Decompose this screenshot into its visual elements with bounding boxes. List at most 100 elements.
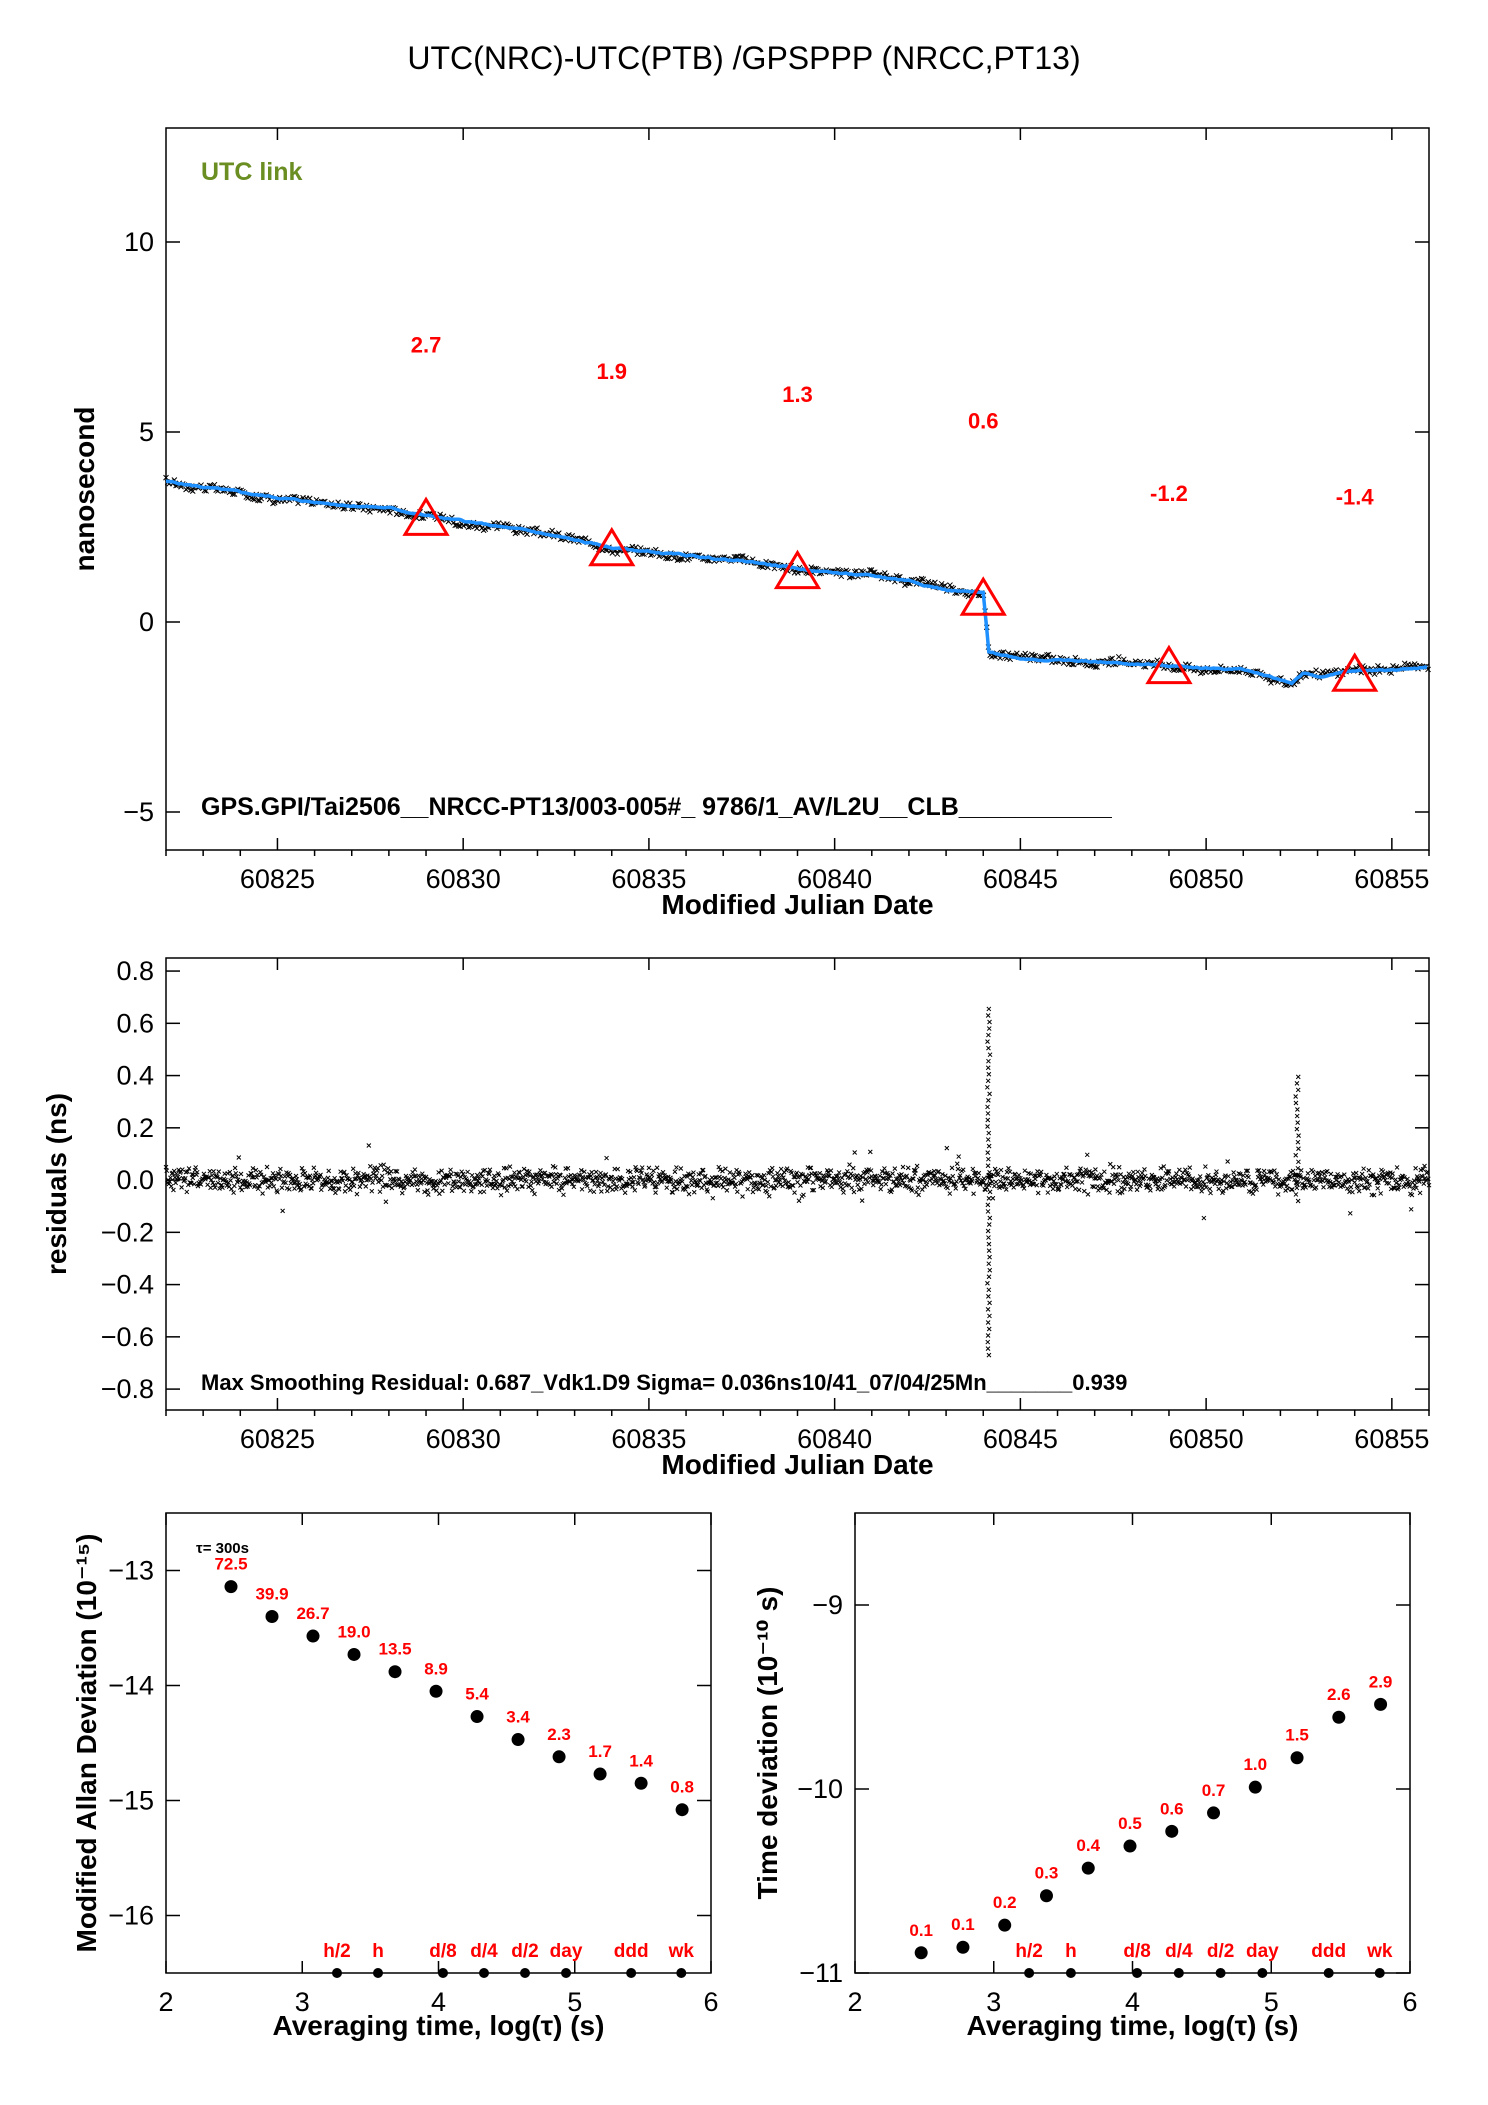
residual-point [898, 1175, 904, 1181]
residual-point [350, 1166, 356, 1172]
residual-point [646, 1165, 652, 1171]
residual-point [810, 1187, 815, 1193]
residual-point [279, 1185, 285, 1191]
deviation-label: 1.0 [1243, 1755, 1267, 1774]
residual-point [465, 1169, 470, 1175]
residual-point [253, 1167, 259, 1173]
residual-point [1378, 1191, 1384, 1196]
residual-point [393, 1168, 398, 1174]
residual-point [267, 1183, 273, 1189]
residual-point [690, 1174, 696, 1180]
residual-point [904, 1173, 910, 1179]
residual-point [232, 1165, 238, 1171]
residual-point [164, 1168, 170, 1174]
residual-point [273, 1176, 279, 1182]
residual-point [211, 1169, 216, 1174]
residual-point [716, 1164, 722, 1170]
residual-point [912, 1171, 918, 1176]
residual-point [354, 1191, 360, 1197]
x-tick-label: 6 [703, 1987, 718, 2017]
residual-point [819, 1178, 825, 1184]
residual-point [568, 1172, 574, 1178]
utc_link-frame [165, 127, 1430, 851]
residual-point [700, 1167, 706, 1173]
y-tick-label: −15 [108, 1786, 154, 1816]
residual-point [1396, 1182, 1402, 1188]
residual-point [859, 1186, 864, 1192]
residual-point [1009, 1180, 1015, 1186]
residual-point [1194, 1184, 1199, 1190]
residual-point [237, 1185, 243, 1190]
residual-point [1000, 1174, 1005, 1180]
residual-point [1159, 1175, 1165, 1181]
residual-outlier [985, 1307, 991, 1312]
residual-point [896, 1179, 901, 1185]
link-data-point [231, 491, 238, 497]
residual-point [651, 1179, 657, 1185]
link-data-point [674, 557, 681, 564]
residual-point [1290, 1168, 1296, 1174]
residual-point [660, 1169, 666, 1175]
residual-point [804, 1179, 810, 1185]
residual-point [171, 1187, 176, 1193]
residual-point [269, 1180, 274, 1185]
residual-point [1203, 1185, 1209, 1190]
residual-point [958, 1178, 964, 1183]
mdev-frame [165, 1512, 712, 1974]
residual-point [1394, 1165, 1400, 1170]
residual-point [913, 1167, 918, 1173]
residual-point [1285, 1186, 1291, 1192]
residual-point [296, 1185, 302, 1190]
residual-point [1213, 1172, 1219, 1178]
residual-point [584, 1183, 590, 1189]
residual-point [1002, 1183, 1008, 1189]
residual-point [468, 1188, 474, 1194]
residual-point [168, 1183, 174, 1189]
residual-point [1179, 1180, 1185, 1186]
time-mark-label: ddd [614, 1941, 649, 1962]
residual-point [1200, 1185, 1205, 1191]
link-data-point [251, 496, 258, 503]
x-tick-label: 3 [295, 1987, 310, 2017]
residual-point [344, 1172, 349, 1178]
residual-point [911, 1176, 916, 1182]
residual-point [1250, 1191, 1256, 1196]
residual-point [868, 1168, 874, 1173]
utc-link-label: UTC link [201, 158, 302, 186]
residual-outlier [987, 1300, 992, 1306]
residual-point [699, 1185, 705, 1191]
residual-point [1376, 1180, 1381, 1185]
residual-point [595, 1178, 601, 1183]
residual-outlier [986, 1326, 992, 1332]
x-axis-label: Averaging time, log(τ) (s) [273, 2010, 605, 2041]
residual-point [439, 1168, 444, 1174]
x-tick-label: 60845 [983, 864, 1058, 894]
residual-point [414, 1182, 420, 1187]
deviation-label: 0.1 [909, 1921, 933, 1940]
residual-point [1018, 1180, 1024, 1186]
residual-point [724, 1188, 730, 1193]
residual-point [1139, 1174, 1144, 1179]
residual-point [1111, 1181, 1117, 1187]
residual-outlier [985, 1150, 991, 1156]
residual-point [949, 1165, 955, 1171]
link-data-point [920, 576, 927, 583]
residual-point [188, 1180, 194, 1186]
link-data-point [1313, 667, 1319, 674]
residual-point [1253, 1182, 1259, 1188]
residual-point [1199, 1188, 1205, 1194]
residual-point [1292, 1177, 1297, 1182]
x-tick-label: 60840 [797, 864, 872, 894]
residual-point [1307, 1179, 1312, 1185]
residual-point [860, 1175, 866, 1180]
residual-outlier [986, 1156, 991, 1162]
residual-point [331, 1186, 337, 1192]
residual-point [442, 1182, 447, 1187]
deviation-label: 5.4 [465, 1685, 489, 1704]
residual-point [636, 1181, 641, 1187]
residual-point [366, 1143, 372, 1148]
residual-point [796, 1198, 802, 1204]
residual-point [1045, 1190, 1051, 1195]
time-mark-label: day [1246, 1941, 1279, 1962]
y-tick-label: −0.8 [101, 1374, 154, 1404]
